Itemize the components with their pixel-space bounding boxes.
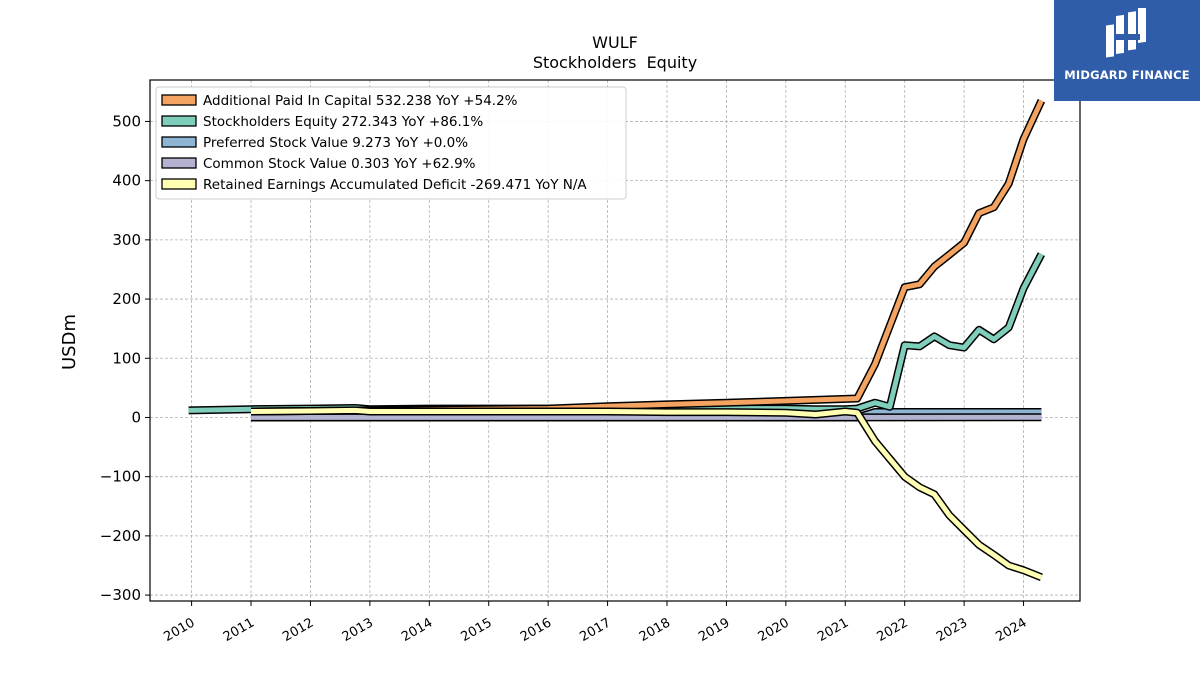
plot-frame: [149, 79, 1081, 602]
legend-item: Additional Paid In Capital 532.238 YoY +…: [161, 93, 518, 109]
x-tick-label: 2013: [340, 615, 376, 645]
x-tick-label: 2014: [399, 615, 435, 645]
x-tick-label: 2012: [280, 615, 316, 645]
legend-item: Preferred Stock Value 9.273 YoY +0.0%: [161, 135, 468, 151]
legend-label: Common Stock Value 0.303 YoY +62.9%: [203, 156, 476, 172]
legend-swatch: [161, 94, 197, 106]
x-tick-label: 2011: [221, 615, 257, 645]
y-tick-label: −200: [100, 527, 141, 545]
y-tick-label: −300: [100, 586, 141, 604]
legend-label: Preferred Stock Value 9.273 YoY +0.0%: [203, 135, 468, 151]
brand-name: MIDGARD FINANCE: [1064, 68, 1190, 82]
x-tick-label: 2024: [993, 615, 1029, 645]
x-tick-label: 2018: [637, 615, 673, 645]
x-tick-label: 2019: [696, 615, 732, 645]
x-tick-label: 2016: [518, 615, 554, 645]
legend-item: Common Stock Value 0.303 YoY +62.9%: [161, 156, 476, 172]
legend-item: Stockholders Equity 272.343 YoY +86.1%: [161, 114, 483, 130]
legend-label: Retained Earnings Accumulated Deficit -2…: [203, 177, 587, 193]
y-tick-label: 0: [131, 408, 141, 426]
series-stockholders-equity: [188, 252, 1045, 415]
legend-frame: [155, 86, 627, 200]
series-line-retained-earnings-accumulated-deficit: [250, 407, 1043, 580]
x-tick-label: 2021: [815, 615, 851, 645]
legend: Additional Paid In Capital 532.238 YoY +…: [155, 86, 627, 200]
y-tick-label: 300: [112, 231, 141, 249]
y-tick-label: 400: [112, 172, 141, 190]
legend-item: Retained Earnings Accumulated Deficit -2…: [161, 177, 587, 193]
y-tick-label: 200: [112, 290, 141, 308]
brand-logo: MIDGARD FINANCE: [1054, 0, 1200, 101]
legend-swatch: [161, 157, 197, 169]
y-tick-label: 500: [112, 112, 141, 130]
series-additional-paid-in-capital: [250, 99, 1046, 416]
y-tick-label: 100: [112, 349, 141, 367]
series-line-additional-paid-in-capital: [250, 99, 1044, 414]
series-retained-earnings-accumulated-deficit: [250, 406, 1043, 582]
x-tick-label: 2010: [161, 615, 197, 645]
x-tick-label: 2022: [875, 615, 911, 645]
brand-logo-icon: [1106, 8, 1146, 58]
x-tick-label: 2020: [756, 615, 792, 645]
y-tick-label: −100: [100, 468, 141, 486]
legend-swatch: [161, 178, 197, 190]
legend-swatch: [161, 115, 197, 127]
legend-swatch: [161, 136, 197, 148]
legend-label: Stockholders Equity 272.343 YoY +86.1%: [203, 114, 483, 130]
legend-label: Additional Paid In Capital 532.238 YoY +…: [203, 93, 518, 109]
series-line-stockholders-equity: [188, 252, 1044, 413]
x-tick-label: 2017: [577, 615, 613, 645]
chart-subtitle: Stockholders Equity: [533, 53, 697, 72]
y-axis-label: USDm: [59, 314, 80, 370]
series-layer: [188, 99, 1046, 582]
chart-title: WULF: [592, 33, 638, 52]
x-tick-label: 2023: [934, 615, 970, 645]
series-outline-stockholders-equity: [188, 252, 1045, 415]
x-tick-label: 2015: [459, 615, 495, 645]
